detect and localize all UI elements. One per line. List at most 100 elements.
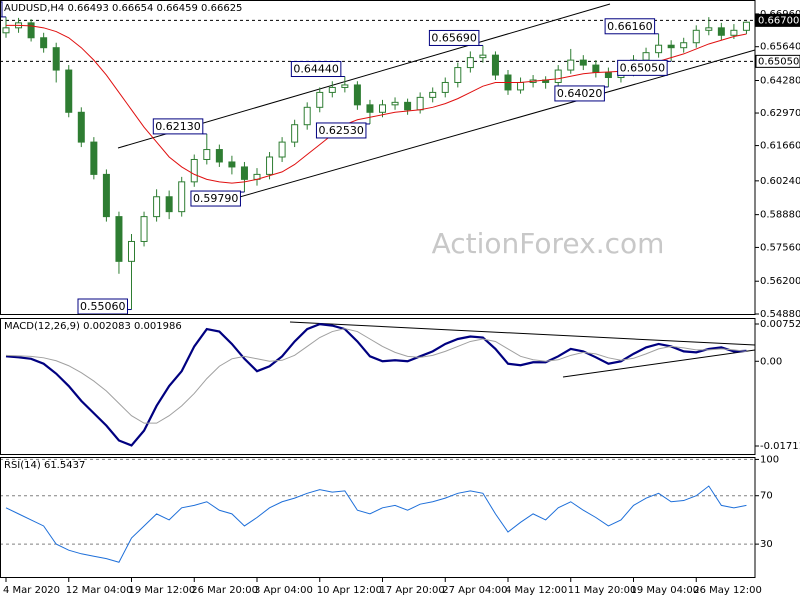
- annotation: 0.65690: [428, 29, 483, 46]
- candle-body: [77, 111, 85, 143]
- annotation-label: 0.55060: [80, 300, 126, 313]
- x-tick-label: 3 Apr 04:00: [254, 585, 313, 596]
- x-tick-label: 19 Mar 12:00: [129, 585, 196, 596]
- panel-title: AUDUSD,H4 0.66493 0.66654 0.66459 0.6662…: [4, 3, 242, 14]
- panel-title: MACD(12,26,9) 0.002083 0.001986: [4, 321, 182, 332]
- candle-body: [190, 158, 198, 183]
- annotation-box: [290, 61, 342, 78]
- candle-body: [391, 101, 399, 106]
- y-tick-label: 100: [760, 454, 779, 465]
- candle-body: [341, 84, 349, 88]
- candle-body: [517, 81, 525, 91]
- annotation-box: [554, 85, 605, 102]
- annotation-box: [617, 59, 668, 76]
- y-tick-label: 0.56200: [760, 276, 800, 287]
- candle-body: [579, 59, 587, 66]
- level-box: [755, 54, 800, 68]
- annotation: 0.55060: [77, 298, 132, 315]
- panel-title-bg: [3, 3, 244, 14]
- annotation-box: [428, 29, 480, 46]
- annotation-label: 0.65690: [431, 31, 477, 44]
- candle-body: [102, 173, 110, 218]
- candle-body: [316, 91, 324, 108]
- annotation: 0.64020: [554, 85, 609, 102]
- candle-body: [730, 29, 738, 36]
- annotation-box: [604, 18, 656, 35]
- candle-body: [240, 166, 248, 180]
- candle-body: [655, 44, 663, 54]
- indicator-line: [5, 485, 747, 563]
- candle-body: [705, 27, 713, 31]
- x-tick-label: 26 Mar 20:00: [191, 585, 258, 596]
- y-tick-label: 0.64280: [760, 75, 800, 86]
- x-tick-label: 11 May 20:00: [568, 585, 637, 596]
- panel-border: [0, 0, 756, 315]
- annotation-label: 0.62130: [155, 120, 201, 133]
- annotation: 0.65050: [617, 59, 672, 76]
- candle-body: [604, 72, 612, 79]
- y-tick-label: 0.60240: [760, 176, 800, 187]
- candle-body: [404, 101, 412, 111]
- candle-body: [165, 196, 173, 213]
- candle-body: [291, 124, 299, 143]
- x-tick-label: 19 May 04:00: [631, 585, 700, 596]
- annotation: 0.59790: [190, 190, 245, 207]
- candle-body: [178, 181, 186, 213]
- plot-area: [0, 458, 755, 563]
- indicator-line: [5, 328, 747, 424]
- y-tick-label: 0.00: [760, 356, 782, 367]
- annotation-label: 0.66160: [607, 20, 653, 33]
- y-tick-label: 0.007526: [760, 319, 800, 330]
- x-tick-label: 12 Mar 04:00: [66, 585, 133, 596]
- candle-body: [742, 21, 750, 31]
- level-label: 0.66700: [758, 15, 799, 26]
- y-tick-label: 0.54880: [760, 309, 800, 320]
- candle-body: [567, 59, 575, 71]
- plot-area: ActionForex.com68400.550600.621300.59790…: [0, 1, 755, 315]
- y-tick-label: 30: [760, 539, 773, 550]
- panel-title: RSI(14) 61.5437: [4, 460, 85, 471]
- x-tick-label: 4 Mar 2020: [3, 585, 60, 596]
- candle-body: [128, 240, 135, 262]
- y-tick-label: -0.017112: [760, 441, 800, 452]
- x-tick-label: 27 Apr 04:00: [442, 585, 507, 596]
- candle-body: [479, 54, 487, 59]
- annotation-box: [152, 118, 204, 135]
- trendline: [562, 349, 756, 378]
- candle-body: [592, 64, 600, 74]
- candle-body: [366, 104, 374, 113]
- annotation-label: 0.62530: [318, 124, 364, 137]
- candle-body: [441, 81, 449, 93]
- annotation: 0.62530: [315, 122, 370, 139]
- annotation-label: 0.64440: [293, 63, 339, 76]
- candle-body: [667, 44, 675, 49]
- y-tick-label: 70: [760, 491, 773, 502]
- x-tick-label: 17 Apr 20:00: [380, 585, 445, 596]
- annotation-box: [190, 190, 241, 207]
- candle-body: [554, 69, 562, 83]
- y-tick-label: 0.57560: [760, 242, 800, 253]
- y-tick-label: 0.65640: [760, 42, 800, 53]
- candle-body: [429, 91, 437, 98]
- candle-body: [416, 96, 424, 111]
- annotation: 0.64440: [290, 61, 345, 78]
- candle-body: [328, 86, 336, 93]
- candle-body: [65, 69, 73, 113]
- panel-border: [0, 318, 756, 455]
- panel: ActionForex.com68400.550600.621300.59790…: [0, 0, 800, 320]
- candle-body: [491, 54, 499, 76]
- candle-body: [215, 149, 223, 163]
- plot-area: [5, 323, 747, 447]
- candle-body: [278, 141, 286, 158]
- candle-body: [466, 57, 474, 69]
- panel-title-bg: [3, 321, 183, 332]
- candle-body: [379, 104, 386, 113]
- candle-body: [454, 67, 462, 83]
- candle-body: [353, 84, 361, 106]
- candle-body: [52, 47, 60, 71]
- candle-body: [27, 22, 35, 39]
- candle-body: [203, 149, 211, 160]
